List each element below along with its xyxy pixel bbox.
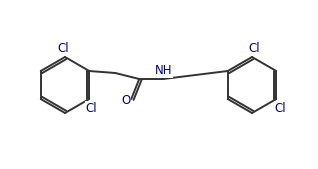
Text: Cl: Cl bbox=[57, 42, 69, 54]
Text: O: O bbox=[121, 94, 131, 107]
Text: NH: NH bbox=[155, 65, 172, 78]
Text: Cl: Cl bbox=[274, 102, 286, 115]
Text: Cl: Cl bbox=[86, 102, 97, 115]
Text: Cl: Cl bbox=[248, 42, 260, 54]
